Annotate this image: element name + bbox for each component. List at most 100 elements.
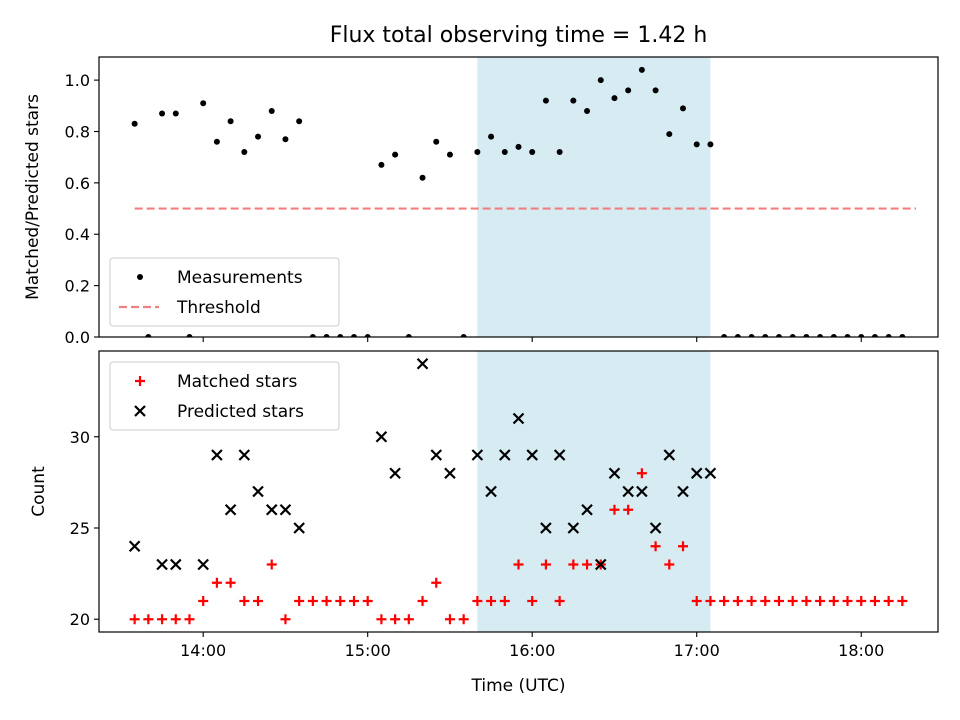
data-point xyxy=(321,595,332,606)
data-point xyxy=(265,503,278,516)
data-point xyxy=(211,577,222,588)
axes-frame xyxy=(98,56,939,338)
data-point xyxy=(623,504,634,515)
data-point xyxy=(529,149,536,156)
x-tick-label: 17:00 xyxy=(674,641,720,660)
data-point xyxy=(540,559,551,570)
data-point xyxy=(198,595,209,606)
data-point xyxy=(815,595,826,606)
data-point xyxy=(801,595,812,606)
data-point xyxy=(389,467,401,480)
legend-label: Predicted stars xyxy=(177,402,304,422)
legend-box xyxy=(109,257,340,327)
data-point xyxy=(652,87,659,94)
data-point xyxy=(279,503,292,516)
data-point xyxy=(172,110,179,117)
data-point xyxy=(899,334,906,337)
data-point xyxy=(773,595,784,606)
data-point xyxy=(376,614,387,625)
data-point xyxy=(499,595,510,606)
data-point xyxy=(444,467,456,480)
highlight-span xyxy=(477,57,711,337)
data-point xyxy=(680,105,687,112)
data-point xyxy=(416,357,429,370)
highlight-span xyxy=(477,351,711,632)
data-point xyxy=(762,334,769,337)
data-point xyxy=(830,334,837,337)
data-point xyxy=(664,559,675,570)
y-tick-label: 1.0 xyxy=(65,71,90,90)
data-point xyxy=(252,485,264,498)
data-point xyxy=(156,558,168,571)
data-point xyxy=(611,95,618,102)
data-point xyxy=(828,595,839,606)
data-point xyxy=(581,503,593,516)
y-tick-label: 0.8 xyxy=(65,122,90,141)
data-point xyxy=(885,334,892,337)
data-point xyxy=(650,541,661,552)
chart-title: Flux total observing time = 1.42 h xyxy=(330,23,708,48)
data-point xyxy=(649,522,662,534)
data-point xyxy=(405,334,412,337)
data-point xyxy=(143,614,154,625)
data-point xyxy=(748,334,755,337)
axes-frame xyxy=(98,350,939,633)
data-point xyxy=(390,614,401,625)
data-point xyxy=(515,143,522,150)
y-tick-label: 0.2 xyxy=(65,277,90,296)
data-point xyxy=(241,149,248,156)
data-point xyxy=(227,118,234,125)
data-point xyxy=(378,161,385,168)
y-tick-label: 25 xyxy=(70,519,90,538)
data-point xyxy=(594,558,607,571)
data-point xyxy=(732,595,743,606)
data-point xyxy=(568,559,579,570)
data-point xyxy=(856,595,867,606)
data-point xyxy=(184,614,195,625)
series-matched-stars xyxy=(129,468,908,625)
data-point xyxy=(460,334,467,337)
data-point xyxy=(705,595,716,606)
x-tick-label: 16:00 xyxy=(509,641,555,660)
data-point xyxy=(433,138,440,145)
data-point xyxy=(170,614,181,625)
data-point xyxy=(266,559,277,570)
y-tick-label: 0.0 xyxy=(65,328,90,347)
data-point xyxy=(294,595,305,606)
data-point xyxy=(472,595,483,606)
data-point xyxy=(458,614,469,625)
data-point xyxy=(582,559,593,570)
data-point xyxy=(625,87,632,94)
data-point xyxy=(760,595,771,606)
data-point xyxy=(224,503,237,516)
data-point xyxy=(622,485,634,498)
data-point xyxy=(513,559,524,570)
data-point xyxy=(690,467,703,480)
data-point xyxy=(335,595,346,606)
data-point xyxy=(554,595,565,606)
data-point xyxy=(570,97,577,104)
data-point xyxy=(239,595,250,606)
x-tick-label: 15:00 xyxy=(345,641,391,660)
legend-marker xyxy=(137,274,143,280)
data-point xyxy=(540,522,552,534)
top-panel-ratio-plot: 0.0 0.2 0.4 0.6 0.8 1.0 Matched/Predicted star… xyxy=(23,56,939,347)
legend-marker xyxy=(135,376,145,386)
legend: Matched stars Predicted stars xyxy=(109,361,340,431)
data-point xyxy=(129,614,140,625)
data-point xyxy=(200,100,207,107)
data-point xyxy=(746,595,757,606)
y-tick-label: 20 xyxy=(70,610,90,629)
data-point xyxy=(512,412,525,425)
y-tick-label: 0.6 xyxy=(65,174,90,193)
data-point xyxy=(157,614,168,625)
data-point xyxy=(169,558,182,571)
data-point xyxy=(526,449,538,461)
data-point xyxy=(253,595,264,606)
data-point xyxy=(883,595,894,606)
data-point xyxy=(323,334,330,337)
data-point xyxy=(787,595,798,606)
data-point xyxy=(403,614,414,625)
data-point xyxy=(280,614,291,625)
data-point xyxy=(869,595,880,606)
